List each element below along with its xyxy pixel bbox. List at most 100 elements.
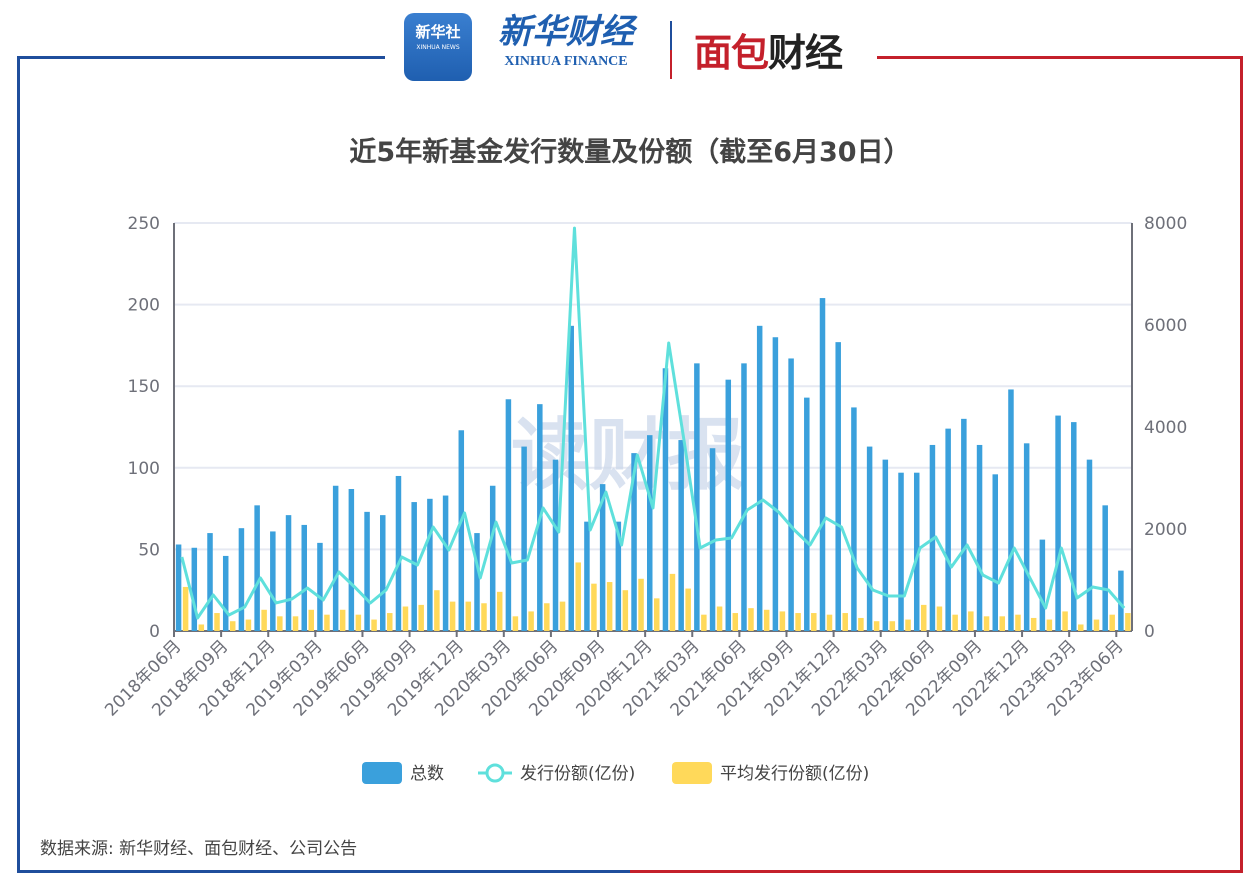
bar-avg-2022年01月 (858, 617, 864, 631)
bar-total-2022年07月 (945, 428, 951, 631)
bar-avg-2019年07月 (387, 613, 393, 631)
bar-total-2021年06月 (741, 363, 747, 631)
left-axis-tick-label: 0 (149, 622, 160, 642)
bar-total-2021年02月 (678, 440, 684, 631)
bar-total-2020年12月 (647, 435, 653, 631)
bar-avg-2020年12月 (654, 598, 660, 631)
bar-total-2019年11月 (442, 495, 449, 631)
bar-total-2019年10月 (427, 498, 433, 631)
legend-amount-label: 发行份额(亿份) (520, 764, 635, 784)
bar-total-2019年09月 (411, 502, 417, 631)
bar-avg-2018年12月 (277, 616, 283, 631)
mianbao-logo-a: 面包 (694, 31, 769, 75)
bar-total-2022年02月 (866, 446, 873, 631)
bar-total-2019年07月 (380, 515, 386, 631)
bar-total-2018年11月 (254, 505, 260, 631)
bar-total-2018年08月 (207, 533, 213, 631)
left-axis-tick-label: 200 (128, 296, 160, 316)
bar-avg-2021年08月 (779, 611, 786, 631)
bar-total-2018年07月 (191, 547, 198, 631)
bar-avg-2020年06月 (559, 601, 566, 631)
bar-avg-2021年04月 (716, 606, 723, 631)
bar-total-2021年11月 (819, 298, 826, 631)
bar-avg-2021年05月 (732, 613, 739, 631)
bar-avg-2022年12月 (1030, 617, 1037, 631)
bar-total-2022年08月 (961, 418, 967, 631)
bar-avg-2019年01月 (292, 616, 299, 631)
bar-avg-2018年09月 (229, 621, 236, 631)
legend-amount-marker (485, 763, 505, 783)
left-axis-tick-label: 100 (128, 459, 160, 479)
bar-avg-2020年05月 (544, 603, 550, 631)
bar-avg-2019年09月 (418, 604, 424, 631)
bar-total-2020年11月 (631, 453, 637, 631)
bar-total-2021年07月 (756, 325, 763, 631)
bar-total-2020年09月 (599, 484, 606, 631)
bar-avg-2023年02月 (1062, 611, 1068, 631)
bar-avg-2022年04月 (905, 619, 911, 631)
bar-avg-2020年09月 (606, 582, 613, 631)
bar-total-2021年03月 (694, 363, 700, 631)
right-axis-tick-label: 8000 (1144, 214, 1187, 234)
bar-total-2023年01月 (1039, 539, 1046, 631)
bar-avg-2020年02月 (496, 591, 503, 631)
bar-total-2019年08月 (395, 475, 402, 631)
bar-total-2020年01月 (474, 533, 480, 631)
bar-avg-2019年10月 (434, 590, 440, 631)
left-axis-tick-label: 50 (138, 540, 160, 560)
bar-total-2023年03月 (1071, 422, 1077, 631)
bar-avg-2023年01月 (1046, 619, 1053, 631)
bar-total-2021年12月 (835, 342, 841, 631)
bar-total-2018年12月 (270, 531, 276, 631)
bar-total-2022年10月 (992, 474, 999, 631)
bar-total-2019年12月 (458, 430, 465, 631)
bar-avg-2022年09月 (983, 616, 990, 631)
right-axis-tick-label: 2000 (1144, 520, 1187, 540)
bar-total-2023年04月 (1086, 459, 1093, 631)
bar-total-2019年04月 (332, 485, 339, 631)
bar-total-2021年10月 (804, 397, 810, 631)
bar-avg-2019年11月 (449, 601, 456, 631)
bar-avg-2022年11月 (1015, 614, 1021, 631)
bar-total-2022年01月 (851, 407, 857, 631)
bar-avg-2023年04月 (1093, 619, 1100, 631)
bar-avg-2018年06月 (182, 586, 189, 631)
mianbao-logo-b: 财经 (768, 31, 843, 75)
bar-total-2023年06月 (1118, 570, 1124, 631)
bar-total-2018年06月 (175, 544, 182, 631)
legend-total-swatch (362, 762, 402, 784)
frame-left-border (17, 56, 20, 873)
bar-total-2020年04月 (521, 446, 527, 631)
bar-avg-2021年06月 (748, 608, 754, 631)
bar-avg-2021年07月 (763, 609, 770, 631)
bar-avg-2019年03月 (324, 614, 330, 631)
bar-total-2018年09月 (222, 555, 229, 631)
bar-total-2022年05月 (913, 472, 920, 631)
bar-total-2020年07月 (568, 325, 574, 631)
left-axis-tick-label: 150 (128, 377, 160, 397)
bar-total-2022年04月 (898, 472, 904, 631)
bar-avg-2019年06月 (371, 619, 377, 631)
xinhua-news-logo-text: 新华社 (415, 23, 461, 41)
xinhua-news-logo-en: XINHUA NEWS (416, 44, 460, 51)
bar-avg-2020年04月 (528, 611, 534, 631)
bar-avg-2019年08月 (402, 606, 409, 631)
bar-total-2020年06月 (552, 459, 559, 631)
bar-avg-2020年01月 (481, 603, 487, 631)
bar-avg-2018年11月 (261, 609, 267, 631)
bar-avg-2022年02月 (873, 621, 880, 631)
bar-total-2022年11月 (1008, 389, 1014, 631)
data-source-note: 数据来源: 新华财经、面包财经、公司公告 (40, 839, 358, 859)
bar-total-2019年06月 (364, 511, 370, 631)
bar-avg-2022年07月 (952, 614, 958, 631)
bar-avg-2021年11月 (826, 614, 833, 631)
bar-avg-2023年05月 (1109, 614, 1115, 631)
logo-divider (670, 21, 672, 79)
bar-avg-2022年10月 (999, 616, 1006, 631)
legend-total-label: 总数 (410, 764, 444, 784)
frame-top-left-border (17, 56, 385, 59)
mianbao-finance-logo: 面包财经 (694, 22, 843, 77)
bar-total-2020年02月 (489, 485, 496, 631)
legend-avg-label: 平均发行份额(亿份) (720, 764, 869, 784)
